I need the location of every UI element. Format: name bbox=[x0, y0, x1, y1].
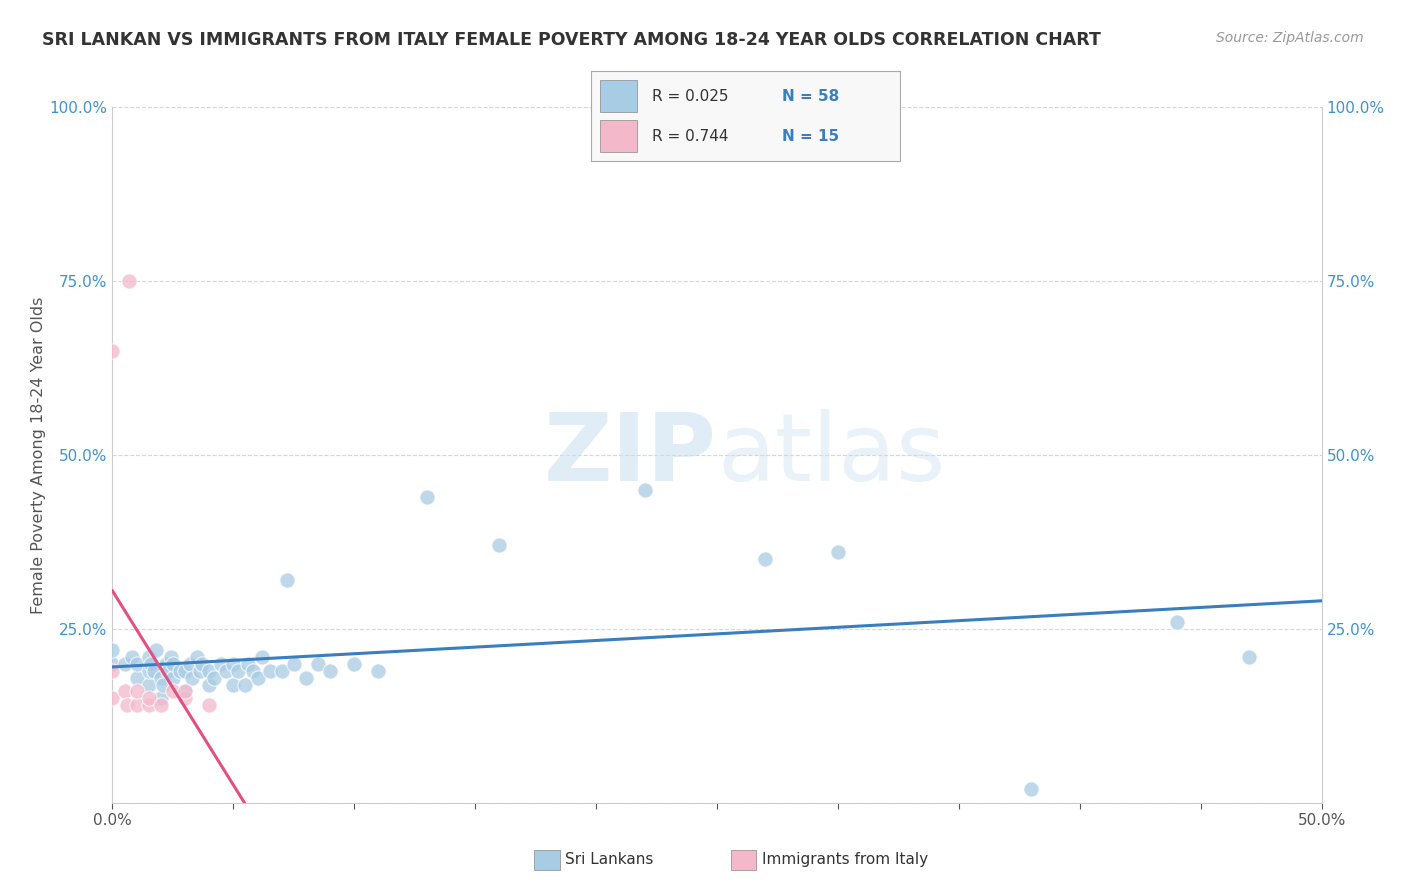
Point bbox=[246, 671, 269, 685]
Point bbox=[114, 684, 136, 698]
Text: R = 0.025: R = 0.025 bbox=[652, 89, 728, 103]
Point bbox=[242, 664, 264, 678]
Point bbox=[270, 664, 292, 678]
Point bbox=[159, 649, 181, 664]
Point bbox=[125, 684, 148, 698]
Text: N = 58: N = 58 bbox=[782, 89, 839, 103]
Point bbox=[1237, 649, 1260, 664]
Text: SRI LANKAN VS IMMIGRANTS FROM ITALY FEMALE POVERTY AMONG 18-24 YEAR OLDS CORRELA: SRI LANKAN VS IMMIGRANTS FROM ITALY FEMA… bbox=[42, 31, 1101, 49]
Point bbox=[101, 657, 124, 671]
Point bbox=[138, 698, 160, 713]
Point bbox=[162, 671, 184, 685]
Point bbox=[155, 657, 177, 671]
Point bbox=[222, 677, 245, 691]
Point bbox=[174, 664, 197, 678]
Text: Immigrants from Italy: Immigrants from Italy bbox=[762, 853, 928, 867]
Y-axis label: Female Poverty Among 18-24 Year Olds: Female Poverty Among 18-24 Year Olds bbox=[31, 296, 46, 614]
Point bbox=[149, 698, 172, 713]
Point bbox=[125, 657, 148, 671]
Point bbox=[138, 691, 160, 706]
Point bbox=[276, 573, 298, 587]
Point bbox=[198, 677, 221, 691]
Point bbox=[125, 698, 148, 713]
Point bbox=[202, 671, 225, 685]
Point bbox=[209, 657, 232, 671]
Point bbox=[125, 671, 148, 685]
Text: Sri Lankans: Sri Lankans bbox=[565, 853, 654, 867]
Text: ZIP: ZIP bbox=[544, 409, 717, 501]
Point bbox=[1166, 615, 1188, 629]
Point bbox=[416, 490, 439, 504]
Point bbox=[101, 691, 124, 706]
Point bbox=[252, 649, 274, 664]
Point bbox=[236, 657, 259, 671]
Point bbox=[186, 649, 208, 664]
Point bbox=[142, 664, 165, 678]
Point bbox=[1021, 781, 1043, 796]
Point bbox=[633, 483, 655, 497]
Text: R = 0.744: R = 0.744 bbox=[652, 129, 728, 144]
Point bbox=[174, 691, 197, 706]
Point bbox=[149, 671, 172, 685]
Point bbox=[343, 657, 366, 671]
Point bbox=[283, 657, 305, 671]
Point bbox=[295, 671, 318, 685]
Point bbox=[179, 657, 201, 671]
Point bbox=[235, 677, 257, 691]
Point bbox=[319, 664, 342, 678]
Point bbox=[226, 664, 249, 678]
Point bbox=[307, 657, 329, 671]
Point bbox=[121, 649, 143, 664]
Point bbox=[101, 642, 124, 657]
Point bbox=[188, 664, 211, 678]
Point bbox=[215, 664, 238, 678]
Point bbox=[162, 684, 184, 698]
Point bbox=[152, 677, 174, 691]
Point bbox=[169, 664, 191, 678]
Point bbox=[149, 691, 172, 706]
Point bbox=[198, 698, 221, 713]
Point bbox=[157, 664, 180, 678]
Text: atlas: atlas bbox=[717, 409, 945, 501]
Point bbox=[115, 698, 138, 713]
Text: N = 15: N = 15 bbox=[782, 129, 839, 144]
Point bbox=[754, 552, 776, 566]
Point bbox=[827, 545, 849, 559]
Point bbox=[174, 684, 197, 698]
Point bbox=[138, 664, 160, 678]
Point bbox=[101, 664, 124, 678]
Point bbox=[138, 677, 160, 691]
Point bbox=[114, 657, 136, 671]
Point bbox=[198, 664, 221, 678]
Point bbox=[145, 642, 167, 657]
Point bbox=[488, 538, 510, 552]
Point bbox=[367, 664, 389, 678]
Point bbox=[138, 649, 160, 664]
Point bbox=[174, 684, 197, 698]
Point bbox=[181, 671, 204, 685]
Point bbox=[118, 274, 141, 288]
Bar bbox=[600, 120, 637, 152]
Point bbox=[101, 343, 124, 358]
Point bbox=[259, 664, 281, 678]
Bar bbox=[600, 80, 637, 112]
Point bbox=[162, 657, 184, 671]
Point bbox=[191, 657, 214, 671]
Point bbox=[141, 657, 163, 671]
Text: Source: ZipAtlas.com: Source: ZipAtlas.com bbox=[1216, 31, 1364, 45]
Point bbox=[222, 657, 245, 671]
